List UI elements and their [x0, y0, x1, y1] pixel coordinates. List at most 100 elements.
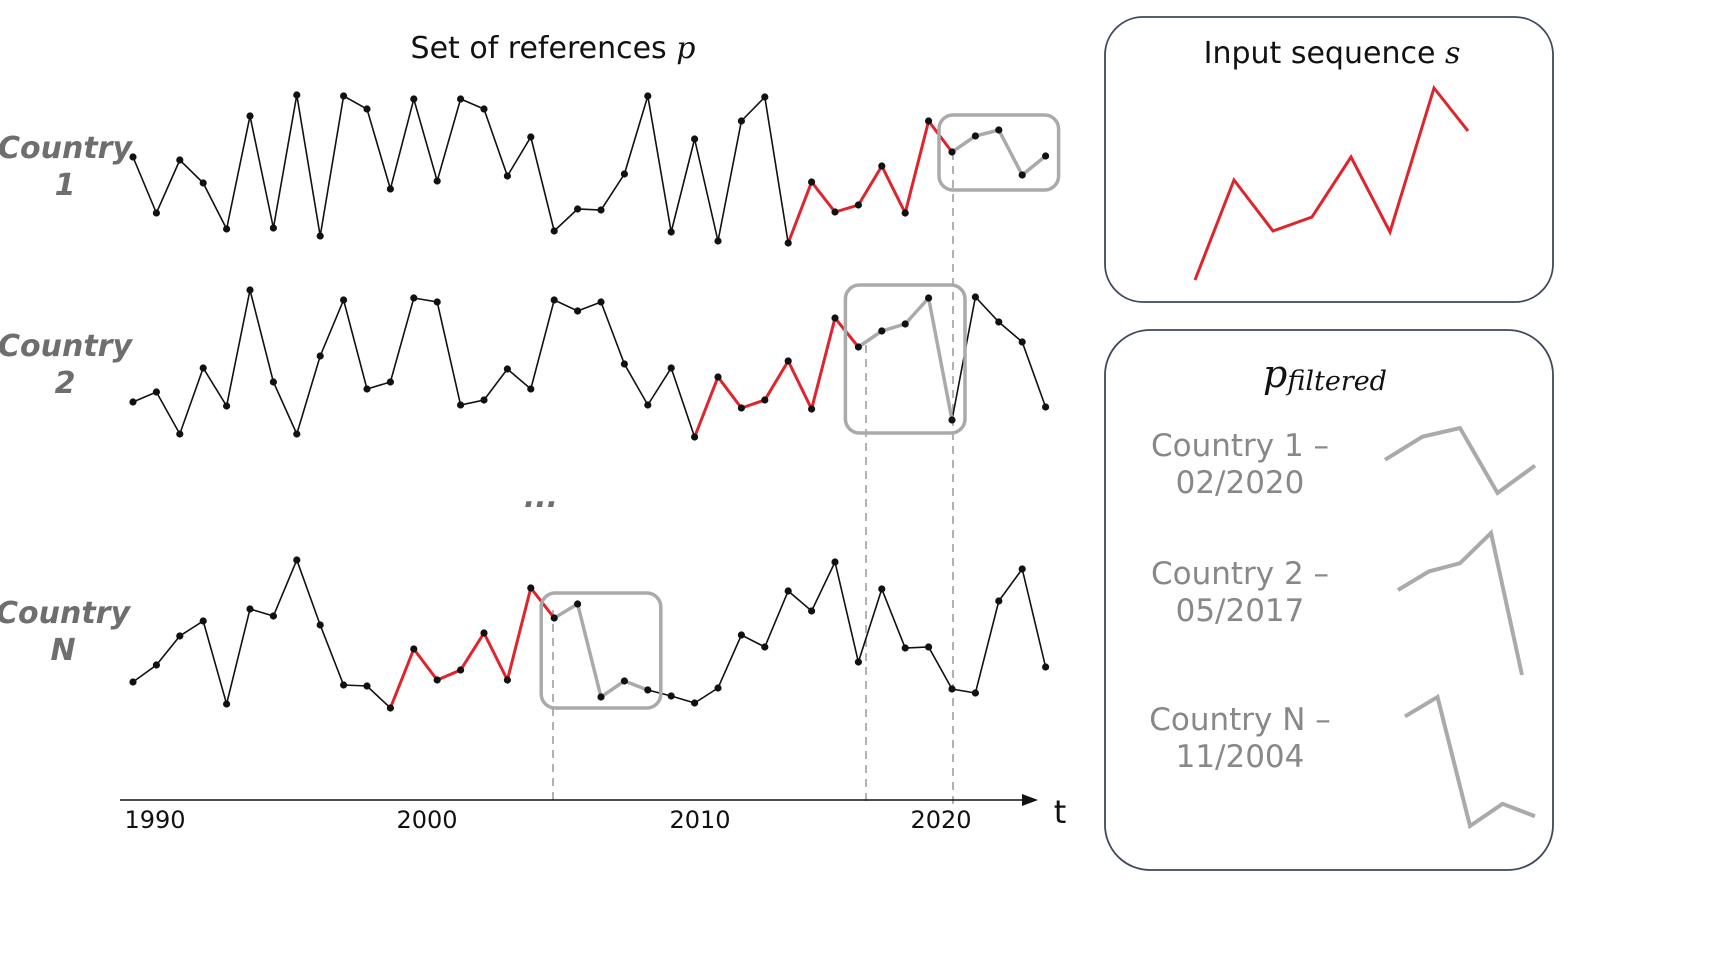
- data-point: [480, 396, 488, 404]
- data-point: [527, 133, 535, 141]
- data-point: [574, 205, 582, 213]
- data-point: [878, 585, 886, 593]
- data-point: [971, 132, 980, 140]
- data-point: [410, 294, 418, 302]
- data-point: [854, 201, 863, 209]
- data-point: [363, 682, 371, 690]
- data-point: [503, 172, 511, 180]
- filtered-sequences: [1383, 425, 1537, 830]
- data-point: [527, 584, 535, 592]
- data-point: [269, 612, 277, 620]
- data-point: [761, 93, 769, 101]
- series-line: [132, 557, 1047, 710]
- data-point: [714, 237, 722, 245]
- data-point: [808, 607, 816, 615]
- data-point: [854, 658, 863, 666]
- data-point: [971, 293, 980, 301]
- data-point: [152, 209, 160, 217]
- country-1-series: [129, 91, 1061, 247]
- data-point: [152, 388, 160, 396]
- data-point: [457, 666, 465, 674]
- next-window-segment: [857, 294, 954, 421]
- data-point: [1018, 171, 1026, 179]
- data-point: [784, 587, 792, 595]
- data-point: [901, 320, 909, 328]
- data-point: [176, 632, 184, 640]
- ellipsis: ...: [524, 480, 558, 515]
- highlight-box: [937, 113, 1061, 192]
- data-point: [223, 402, 231, 410]
- data-point: [737, 404, 746, 412]
- series-line: [132, 289, 1047, 440]
- data-point: [995, 126, 1003, 134]
- data-point: [386, 704, 394, 712]
- data-point: [620, 170, 629, 178]
- filtered-panel-title: pfiltered: [1263, 352, 1387, 397]
- data-point: [737, 117, 746, 125]
- data-point: [597, 693, 605, 701]
- data-point: [269, 378, 277, 386]
- data-point: [410, 645, 418, 653]
- data-point: [293, 91, 301, 99]
- data-point: [808, 178, 816, 186]
- matched-segment: [786, 117, 954, 244]
- data-point: [550, 614, 558, 622]
- data-point: [878, 327, 886, 335]
- data-point: [667, 692, 675, 700]
- data-point: [995, 597, 1003, 605]
- data-point: [1042, 152, 1050, 160]
- data-point: [784, 357, 792, 365]
- data-point: [737, 631, 746, 639]
- data-point: [550, 296, 558, 304]
- data-point: [644, 92, 652, 100]
- data-point: [433, 177, 441, 185]
- filtered-references-panel: [1104, 329, 1554, 871]
- data-point: [527, 385, 535, 393]
- data-point: [316, 621, 324, 629]
- data-point: [340, 92, 348, 100]
- input-sequence-title: Input sequence s: [1204, 36, 1461, 71]
- data-point: [363, 385, 371, 393]
- country-2-series: [129, 283, 1050, 441]
- data-point: [1018, 338, 1026, 346]
- highlight-box: [843, 283, 967, 435]
- data-point: [433, 298, 441, 306]
- data-point: [386, 378, 394, 386]
- input-sequence-panel: [1104, 16, 1554, 303]
- data-point: [176, 430, 184, 438]
- data-point: [246, 112, 254, 120]
- data-point: [925, 117, 933, 125]
- data-point: [644, 401, 652, 409]
- data-point: [831, 558, 839, 566]
- data-point: [480, 629, 488, 637]
- data-point: [644, 686, 652, 694]
- data-point: [316, 352, 324, 360]
- data-point: [948, 416, 956, 424]
- data-point: [1042, 663, 1050, 671]
- country-n-series: [129, 556, 1050, 712]
- data-point: [340, 296, 348, 304]
- filtered-sequence-line: [1383, 425, 1537, 496]
- data-point: [597, 298, 605, 306]
- matched-segment: [693, 314, 860, 438]
- data-point: [597, 206, 605, 214]
- data-point: [246, 605, 254, 613]
- filtered-label-country-1: Country 1 –02/2020: [1151, 428, 1329, 501]
- data-point: [269, 224, 277, 232]
- data-point: [854, 343, 863, 351]
- data-point: [363, 105, 371, 113]
- country-1-label: Country 1: [0, 131, 133, 203]
- data-point: [761, 396, 769, 404]
- data-point: [620, 360, 629, 368]
- country-2-label: Country 2: [0, 329, 133, 401]
- filtered-label-country-2: Country 2 –05/2017: [1151, 556, 1329, 629]
- series-line: [132, 94, 1047, 247]
- data-point: [574, 307, 582, 315]
- data-point: [1018, 565, 1026, 573]
- data-point: [433, 676, 441, 684]
- data-point: [667, 364, 675, 372]
- tick-label-2020: 2020: [910, 806, 971, 834]
- data-point: [503, 365, 511, 373]
- data-point: [293, 556, 301, 564]
